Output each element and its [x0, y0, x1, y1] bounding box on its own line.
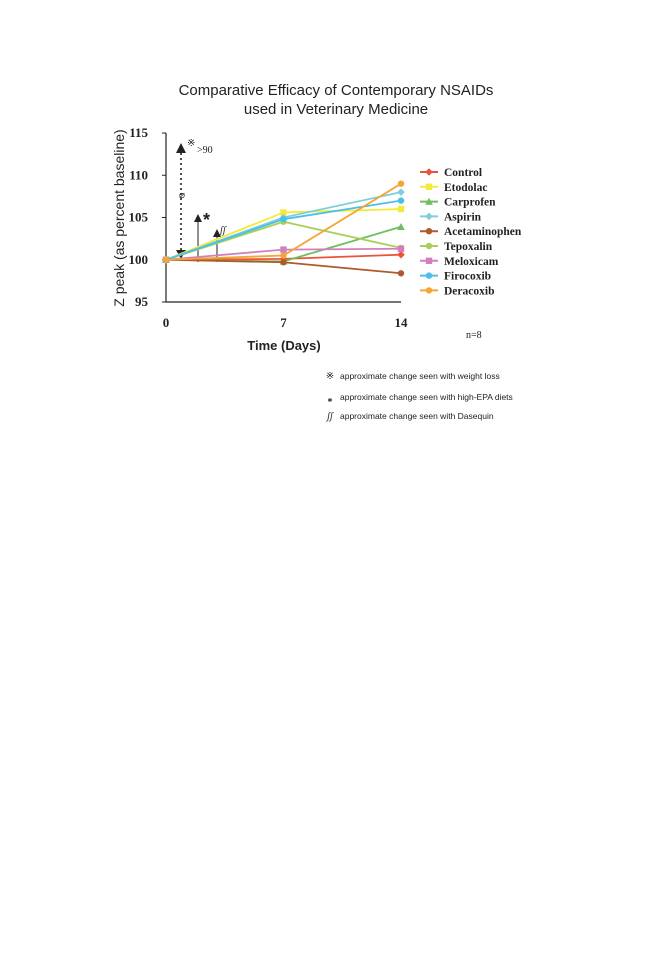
y-tick-label: 115 — [129, 125, 148, 140]
legend-label: Acetaminophen — [444, 226, 522, 238]
legend-swatch-marker — [425, 272, 433, 279]
data-point-meloxicam — [280, 246, 287, 253]
sample-size-note: n=8 — [466, 330, 482, 341]
weight-loss-value: >90 — [197, 145, 213, 156]
legend-item-acetaminophen: Acetaminophen — [420, 226, 522, 238]
y-tick-label: 95 — [135, 294, 149, 309]
data-point-etodolac — [280, 209, 287, 216]
dasequin-symbol: ʃʃ — [218, 225, 227, 236]
data-point-acetaminophen — [397, 270, 405, 277]
legend-swatch-marker — [425, 228, 433, 235]
annotations: ※ >90 ⌀ * ʃʃ — [176, 138, 227, 262]
legend-swatch-marker — [425, 212, 433, 221]
footnote-symbol: ※ — [326, 371, 334, 382]
data-point-control — [397, 250, 405, 259]
x-tick-label: 0 — [163, 315, 170, 330]
footnote-item: ※ approximate change seen with weight los… — [326, 371, 500, 382]
legend-item-deracoxib: Deracoxib — [420, 285, 494, 297]
legend-label: Aspirin — [444, 211, 482, 223]
legend-swatch-marker — [425, 257, 433, 264]
legend: Control Etodolac Carprofen Aspirin Acetamino… — [420, 167, 522, 297]
footnote-item: ʃʃ approximate change seen with Dasequin — [325, 411, 494, 422]
footnote-text: approximate change seen with weight loss — [340, 371, 500, 381]
legend-label: Tepoxalin — [444, 241, 493, 253]
legend-label: Firocoxib — [444, 271, 491, 283]
y-tick-label: 110 — [129, 167, 148, 182]
x-tick-label: 7 — [280, 315, 287, 330]
legend-swatch-marker — [425, 242, 433, 250]
data-point-meloxicam — [397, 245, 405, 252]
weight-loss-arrowhead-up — [176, 143, 186, 153]
epa-symbol: * — [203, 210, 210, 230]
data-point-deracoxib — [397, 180, 405, 187]
y-ticks: 95 100 105 110 115 — [129, 125, 166, 309]
chart-title-line-2: used in Veterinary Medicine — [244, 101, 428, 118]
footnotes: ※ approximate change seen with weight los… — [325, 371, 513, 422]
legend-swatch-marker — [425, 168, 433, 176]
legend-label: Control — [444, 167, 482, 179]
data-point-firocoxib — [397, 197, 405, 204]
x-axis-label: Time (Days) — [247, 338, 320, 353]
y-axis-label: Z peak (as percent baseline) — [111, 129, 127, 306]
y-tick-label: 100 — [129, 252, 149, 267]
footnote-text: approximate change seen with Dasequin — [340, 411, 494, 421]
legend-label: Carprofen — [444, 197, 496, 209]
data-point-deracoxib — [280, 252, 287, 259]
weight-loss-break-mark: ⌀ — [179, 190, 185, 201]
legend-item-carprofen: Carprofen — [420, 197, 496, 209]
data-point-acetaminophen — [280, 259, 287, 266]
series-deracoxib — [162, 180, 405, 263]
series-group — [162, 180, 405, 277]
legend-item-tepoxalin: Tepoxalin — [420, 241, 493, 253]
footnote-text: approximate change seen with high-EPA di… — [340, 392, 513, 402]
data-point-carprofen — [397, 222, 405, 230]
legend-label: Meloxicam — [444, 256, 499, 268]
legend-swatch-marker — [425, 287, 433, 294]
x-tick-label: 14 — [395, 315, 409, 330]
data-point-aspirin — [397, 188, 405, 196]
footnote-item: * approximate change seen with high-EPA d… — [328, 392, 513, 408]
legend-item-etodolac: Etodolac — [420, 182, 487, 194]
legend-item-meloxicam: Meloxicam — [420, 256, 499, 268]
legend-label: Deracoxib — [444, 285, 494, 297]
legend-item-control: Control — [420, 167, 482, 179]
legend-label: Etodolac — [444, 182, 487, 194]
x-ticks: 0 7 14 — [163, 315, 408, 330]
footnote-symbol: * — [328, 397, 333, 408]
y-tick-label: 105 — [129, 210, 149, 225]
legend-swatch-marker — [425, 197, 433, 205]
data-point-deracoxib — [162, 256, 170, 263]
data-point-etodolac — [397, 205, 405, 213]
footnote-symbol: ʃʃ — [325, 411, 334, 422]
legend-swatch-marker — [425, 183, 433, 190]
legend-item-firocoxib: Firocoxib — [420, 271, 491, 283]
legend-item-aspirin: Aspirin — [420, 211, 482, 223]
data-point-firocoxib — [280, 215, 287, 223]
chart-title-line-1: Comparative Efficacy of Contemporary NSA… — [179, 82, 494, 99]
weight-loss-symbol: ※ — [187, 138, 195, 149]
